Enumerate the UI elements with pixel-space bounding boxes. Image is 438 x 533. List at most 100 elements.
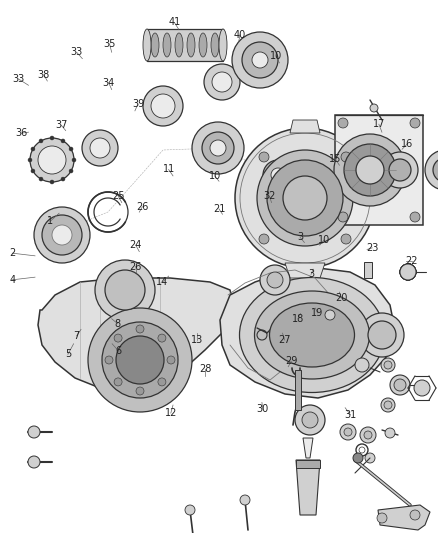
Circle shape xyxy=(259,152,269,162)
Circle shape xyxy=(143,86,183,126)
Circle shape xyxy=(38,146,66,174)
Text: 13: 13 xyxy=(191,335,203,345)
Text: 3: 3 xyxy=(297,232,303,242)
Circle shape xyxy=(353,453,363,463)
Circle shape xyxy=(185,505,195,515)
Polygon shape xyxy=(303,438,313,458)
Circle shape xyxy=(151,94,175,118)
Circle shape xyxy=(257,150,353,246)
Ellipse shape xyxy=(143,29,151,61)
Circle shape xyxy=(433,158,438,182)
Text: 14: 14 xyxy=(156,278,168,287)
Text: 32: 32 xyxy=(263,191,276,201)
Bar xyxy=(147,29,223,61)
Ellipse shape xyxy=(219,29,227,61)
Ellipse shape xyxy=(187,33,195,57)
Text: 23: 23 xyxy=(366,243,378,253)
Circle shape xyxy=(271,168,285,182)
Circle shape xyxy=(384,361,392,369)
Circle shape xyxy=(382,152,418,188)
Text: 27: 27 xyxy=(279,335,291,345)
Circle shape xyxy=(364,431,372,439)
Circle shape xyxy=(341,152,351,162)
Text: 25: 25 xyxy=(112,191,124,201)
Text: 4: 4 xyxy=(9,275,15,285)
Text: 30: 30 xyxy=(257,405,269,414)
Text: 31: 31 xyxy=(344,410,357,419)
Text: 22: 22 xyxy=(406,256,418,266)
Text: 33: 33 xyxy=(12,74,25,84)
Circle shape xyxy=(360,313,404,357)
Text: 35: 35 xyxy=(103,39,116,49)
Circle shape xyxy=(31,147,35,151)
Circle shape xyxy=(400,264,416,280)
Circle shape xyxy=(325,310,335,320)
Circle shape xyxy=(263,160,293,190)
Circle shape xyxy=(414,380,430,396)
Circle shape xyxy=(338,212,348,222)
Circle shape xyxy=(158,378,166,386)
Text: 17: 17 xyxy=(373,119,385,129)
Circle shape xyxy=(136,387,144,395)
Circle shape xyxy=(210,140,226,156)
Circle shape xyxy=(42,215,82,255)
Text: 28: 28 xyxy=(199,364,211,374)
Circle shape xyxy=(360,427,376,443)
Text: 10: 10 xyxy=(208,171,221,181)
Circle shape xyxy=(341,234,351,244)
Circle shape xyxy=(204,64,240,100)
Circle shape xyxy=(344,428,352,436)
Circle shape xyxy=(232,32,288,88)
Bar xyxy=(295,370,301,410)
Ellipse shape xyxy=(199,33,207,57)
Text: 15: 15 xyxy=(329,154,341,164)
Circle shape xyxy=(381,358,395,372)
Circle shape xyxy=(410,118,420,128)
Circle shape xyxy=(365,453,375,463)
Text: 10: 10 xyxy=(318,235,330,245)
Circle shape xyxy=(102,322,178,398)
Circle shape xyxy=(385,428,395,438)
Circle shape xyxy=(368,321,396,349)
Circle shape xyxy=(410,212,420,222)
Circle shape xyxy=(340,424,356,440)
Circle shape xyxy=(390,375,410,395)
Text: 40: 40 xyxy=(234,30,246,39)
Text: 12: 12 xyxy=(165,408,177,418)
Text: 6: 6 xyxy=(115,346,121,356)
Circle shape xyxy=(28,426,40,438)
Circle shape xyxy=(283,176,327,220)
Circle shape xyxy=(50,180,54,184)
Text: 24: 24 xyxy=(130,240,142,250)
Circle shape xyxy=(212,72,232,92)
Circle shape xyxy=(52,225,72,245)
Circle shape xyxy=(302,412,318,428)
Circle shape xyxy=(50,136,54,140)
Circle shape xyxy=(384,401,392,409)
Polygon shape xyxy=(38,278,235,392)
Ellipse shape xyxy=(211,33,219,57)
Text: 29: 29 xyxy=(285,357,297,366)
Text: 5: 5 xyxy=(65,350,71,359)
Circle shape xyxy=(95,260,155,320)
Circle shape xyxy=(105,356,113,364)
Circle shape xyxy=(252,52,268,68)
Text: 37: 37 xyxy=(55,120,67,130)
Text: 16: 16 xyxy=(401,139,413,149)
Polygon shape xyxy=(378,505,430,530)
Circle shape xyxy=(136,325,144,333)
Polygon shape xyxy=(296,460,320,515)
Circle shape xyxy=(61,139,65,143)
Circle shape xyxy=(267,160,343,236)
Text: 26: 26 xyxy=(130,262,142,271)
Text: 36: 36 xyxy=(15,128,27,138)
Circle shape xyxy=(34,207,90,263)
Text: 41: 41 xyxy=(168,18,180,27)
Polygon shape xyxy=(220,268,395,398)
Circle shape xyxy=(105,270,145,310)
Circle shape xyxy=(114,378,122,386)
Ellipse shape xyxy=(254,291,370,379)
Circle shape xyxy=(235,128,375,268)
Circle shape xyxy=(192,122,244,174)
Text: 3: 3 xyxy=(308,270,314,279)
